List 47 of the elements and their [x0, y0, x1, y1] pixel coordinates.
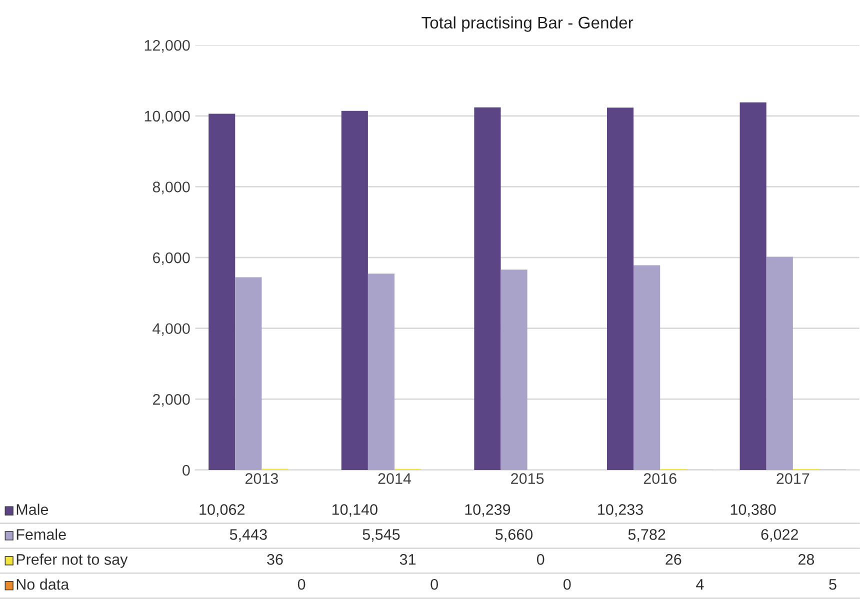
- data-label: 0: [298, 578, 306, 590]
- data-label: 10,062: [200, 504, 244, 517]
- data-label: 0: [430, 578, 438, 590]
- bar: [740, 102, 766, 470]
- data-label: 4: [696, 579, 704, 590]
- x-tick-label: 2013: [245, 473, 278, 484]
- legend-label: Prefer not to say: [16, 554, 128, 568]
- legend-label: No data: [16, 578, 70, 590]
- bar: [500, 270, 528, 470]
- data-label: 5: [829, 579, 836, 590]
- x-tick-label: 2017: [776, 473, 810, 484]
- y-tick-label: 2,000: [152, 394, 190, 407]
- bar: [208, 114, 236, 470]
- data-label: 0: [536, 554, 544, 565]
- y-tick-label: 6,000: [152, 252, 190, 266]
- data-label: 28: [798, 554, 814, 565]
- data-label: 10,140: [332, 504, 378, 517]
- bar: [368, 274, 395, 470]
- data-label: 6,022: [761, 529, 798, 542]
- data-label: 31: [400, 554, 416, 565]
- data-label: 10,380: [730, 504, 776, 517]
- data-label: 5,443: [230, 529, 267, 542]
- bar: [606, 108, 634, 470]
- y-tick-label: 4,000: [152, 323, 190, 336]
- legend-label: Female: [16, 528, 66, 540]
- chart-title: Total practising Bar - Gender: [422, 16, 634, 32]
- bar: [634, 265, 660, 470]
- data-label: 26: [666, 554, 682, 565]
- data-label: 10,233: [598, 504, 643, 517]
- y-tick-label: 10,000: [144, 110, 190, 124]
- data-label: 5,782: [628, 529, 666, 542]
- data-label: 5,660: [496, 529, 533, 542]
- data-label: 5,545: [362, 529, 400, 542]
- x-tick-label: 2016: [644, 473, 676, 484]
- data-label: 0: [564, 578, 571, 590]
- x-tick-label: 2015: [511, 473, 544, 484]
- y-tick-label: 0: [182, 464, 190, 476]
- bar: [766, 256, 793, 470]
- data-label: 36: [267, 554, 283, 565]
- y-tick-label: 8,000: [152, 182, 190, 194]
- data-label: 10,239: [465, 504, 510, 517]
- y-tick-label: 12,000: [144, 40, 190, 53]
- bar: [474, 107, 501, 470]
- legend-label: Male: [16, 504, 48, 515]
- bar: [235, 277, 262, 470]
- x-tick-label: 2014: [378, 473, 412, 484]
- bar: [341, 110, 368, 470]
